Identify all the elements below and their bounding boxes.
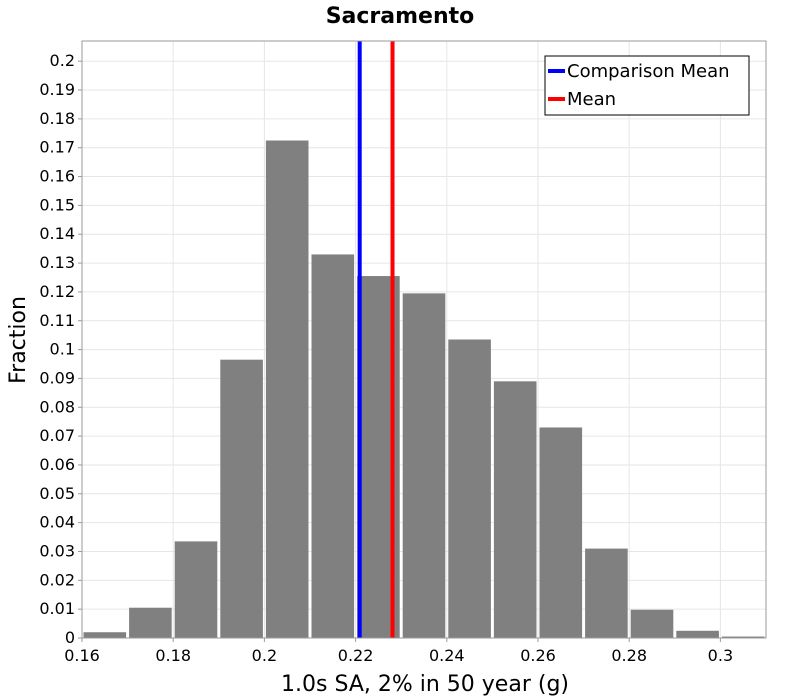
legend: Comparison Mean Mean — [544, 55, 750, 116]
y-tick-label: 0.09 — [39, 368, 75, 387]
chart-title: Sacramento — [326, 4, 475, 29]
y-tick-label: 0.04 — [39, 513, 75, 532]
histogram-bar — [402, 293, 446, 638]
x-tick-label: 0.26 — [520, 646, 556, 665]
x-axis-title: 1.0s SA, 2% in 50 year (g) — [281, 672, 569, 697]
histogram-bar — [265, 140, 309, 638]
histogram-bar — [83, 632, 127, 638]
histogram-bar — [448, 339, 491, 638]
histogram-bar — [676, 630, 719, 638]
histogram-bar — [311, 254, 355, 638]
reference-lines — [357, 41, 395, 638]
y-axis-ticks: 0 0.01 0.02 0.03 0.04 0.05 0.06 0.07 0.08 0.09 0.1… — [39, 51, 82, 647]
histogram-bar — [174, 541, 218, 638]
x-tick-label: 0.18 — [155, 646, 191, 665]
x-tick-label: 0.24 — [429, 646, 465, 665]
histogram-bar — [129, 607, 172, 638]
y-tick-label: 0.17 — [39, 138, 75, 157]
legend-label: Mean — [567, 89, 616, 110]
x-tick-label: 0.22 — [338, 646, 374, 665]
histogram-bar — [585, 548, 628, 638]
y-tick-label: 0.01 — [39, 599, 75, 618]
y-tick-label: 0.02 — [39, 570, 75, 589]
x-axis-ticks: 0.16 0.18 0.2 0.22 0.24 0.26 0.28 0.3 — [64, 638, 733, 665]
y-tick-label: 0.06 — [39, 455, 75, 474]
y-tick-label: 0.19 — [39, 80, 75, 99]
y-tick-label: 0.2 — [50, 51, 75, 70]
y-tick-label: 0 — [65, 628, 75, 647]
y-axis-title: Fraction — [6, 296, 31, 384]
y-tick-label: 0.14 — [39, 224, 75, 243]
x-tick-label: 0.28 — [611, 646, 647, 665]
histogram-bar — [630, 609, 674, 638]
y-tick-label: 0.05 — [39, 484, 75, 503]
histogram-bar — [539, 427, 583, 638]
legend-box — [544, 55, 750, 116]
histogram-bar — [493, 381, 537, 638]
y-tick-label: 0.07 — [39, 426, 75, 445]
y-tick-label: 0.1 — [50, 340, 75, 359]
legend-label: Comparison Mean — [567, 61, 730, 82]
histogram-bar — [721, 636, 765, 638]
y-tick-label: 0.08 — [39, 397, 75, 416]
x-tick-label: 0.16 — [64, 646, 100, 665]
histogram-bar — [220, 359, 263, 638]
plot-frame — [81, 40, 767, 639]
y-tick-label: 0.16 — [39, 167, 75, 186]
y-tick-label: 0.11 — [39, 311, 75, 330]
x-tick-label: 0.3 — [708, 646, 733, 665]
x-tick-label: 0.2 — [252, 646, 277, 665]
y-tick-label: 0.18 — [39, 109, 75, 128]
y-tick-label: 0.13 — [39, 253, 75, 272]
y-tick-label: 0.12 — [39, 282, 75, 301]
y-tick-label: 0.03 — [39, 541, 75, 560]
y-tick-label: 0.15 — [39, 195, 75, 214]
